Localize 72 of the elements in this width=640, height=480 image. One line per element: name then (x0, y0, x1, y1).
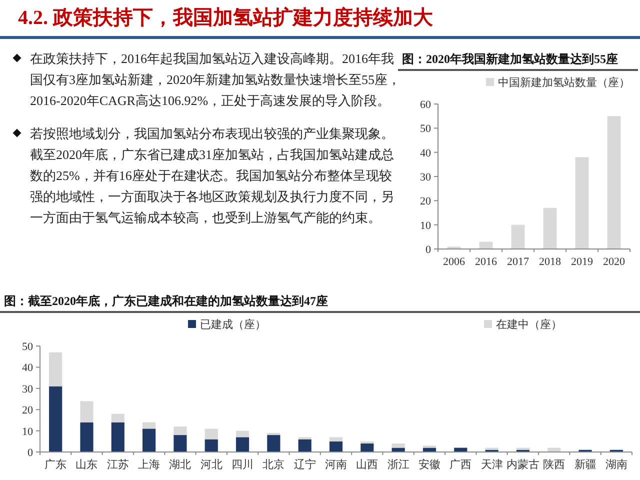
bar (80, 422, 94, 452)
y-tick-label: 0 (28, 447, 34, 459)
bar (236, 430, 250, 438)
y-tick-label: 10 (420, 220, 432, 232)
x-tick-label: 2006 (443, 256, 466, 268)
bar (111, 422, 124, 452)
y-tick-label: 30 (22, 383, 34, 396)
y-tick-label: 30 (420, 172, 432, 184)
bar (142, 422, 156, 429)
x-tick-label: 广东 (44, 458, 67, 471)
x-tick-label: 2018 (539, 256, 562, 268)
legend-label: 已建成（座） (200, 318, 266, 331)
x-tick-label: 2020 (603, 256, 626, 268)
legend-label: 在建中（座） (496, 318, 562, 331)
x-tick-label: 内蒙古 (506, 458, 540, 471)
x-tick-label: 辽宁 (294, 458, 316, 471)
bar (80, 401, 94, 422)
x-tick-label: 新疆 (574, 458, 596, 471)
bar (392, 444, 405, 448)
bar (329, 441, 343, 452)
bar (575, 157, 589, 249)
x-tick-label: 天津 (480, 458, 503, 471)
x-tick-label: 北京 (262, 458, 285, 471)
x-tick-label: 湖南 (605, 458, 628, 471)
x-tick-label: 山东 (76, 458, 98, 471)
bar (204, 428, 218, 440)
legend-label: 中国新建加氢站数量（座） (498, 76, 630, 89)
y-tick-label: 0 (426, 244, 432, 256)
bar (142, 428, 156, 452)
bar (267, 432, 280, 436)
x-tick-label: 广西 (450, 458, 472, 471)
x-tick-label: 浙江 (387, 458, 410, 471)
y-tick-label: 10 (22, 426, 34, 438)
chart-title: 图：2020年我国新建加氢站数量达到55座 (402, 52, 618, 66)
bar (267, 435, 280, 452)
bar (360, 444, 374, 452)
bar (49, 352, 62, 386)
x-tick-label: 河南 (325, 458, 347, 471)
x-tick-label: 2016 (475, 256, 498, 268)
bar (329, 437, 343, 442)
x-tick-label: 上海 (138, 458, 160, 471)
y-tick-label: 50 (22, 341, 34, 353)
bar (360, 441, 374, 444)
y-tick-label: 60 (420, 99, 432, 111)
y-tick-label: 50 (420, 123, 432, 136)
bar (607, 116, 621, 249)
bar (511, 224, 525, 249)
x-tick-label: 陕西 (543, 459, 566, 471)
bar (174, 426, 187, 436)
bar (111, 414, 124, 422)
x-tick-label: 安徽 (418, 458, 440, 471)
bar (49, 386, 62, 452)
y-tick-label: 40 (22, 362, 34, 374)
text: 若按照地域划分，我国加氢站分布表现出较强的产业集聚现象。截至2020年底，广东省已建成31座加氢站，占我国加氢站建成总数的25%，并有16座处于在建状态。我国加氢站分布整体呈现较强的地域性，一方面取决于各地区政策规划及执行力度不同，另一方面由于氢气运输成本较高，也受到上游氢气产能的约束。 (30, 126, 394, 225)
bar (236, 437, 250, 452)
x-tick-label: 湖北 (169, 458, 192, 471)
x-tick-label: 2019 (571, 256, 594, 268)
bar (174, 435, 187, 452)
x-tick-label: 江苏 (106, 458, 129, 471)
text: 4.2. 政策扶持下，我国加氢站扩建力度持续加大 (18, 6, 434, 31)
x-tick-label: 山西 (356, 458, 378, 471)
x-tick-label: 2017 (507, 256, 530, 268)
text: 在政策扶持下，2016年起我国加氢站迈入建设高峰期。2016年我国仅有3座加氢站新建，2020年新建加氢站数量快速增长至55座，2016-2020年CAGR高达106.92%，正处于高速发展的导入阶段。 (30, 51, 400, 108)
x-tick-label: 河北 (200, 458, 222, 471)
y-tick-label: 20 (420, 196, 432, 208)
bar (543, 208, 557, 249)
y-tick-label: 40 (420, 147, 432, 160)
bar (204, 439, 218, 452)
chart-title: 图：截至2020年底，广东已建成和在建的加氢站数量达到47座 (4, 294, 328, 308)
bar (298, 439, 312, 452)
y-tick-label: 20 (22, 404, 34, 417)
x-tick-label: 四川 (232, 458, 254, 471)
